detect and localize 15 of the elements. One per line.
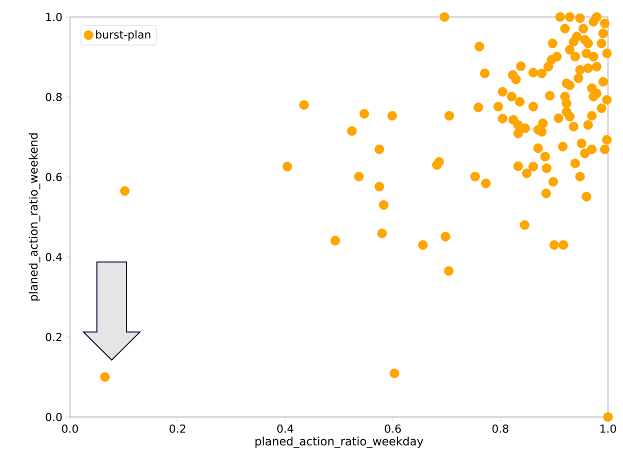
x-tick-label: 0.6 <box>384 424 401 433</box>
x-axis-title: planed_action_ratio_weekday <box>255 436 424 448</box>
y-tick-label: 0.2 <box>46 332 62 342</box>
x-tick-label: 0.8 <box>492 424 508 433</box>
x-tick-label: 0.2 <box>170 424 186 433</box>
y-tick-label: 0.8 <box>46 92 62 102</box>
legend-label: burst-plan <box>96 30 150 41</box>
y-tick-label: 1.0 <box>46 12 62 22</box>
y-tick-label: 0.4 <box>46 252 62 262</box>
x-tick-label: 0.4 <box>277 424 294 433</box>
y-tick-label: 0.6 <box>46 172 62 182</box>
y-tick-label: 0.0 <box>46 412 62 422</box>
y-axis-title: planed_action_ratio_weekend <box>28 133 40 301</box>
x-tick-label: 1.0 <box>600 424 616 433</box>
x-tick-label: 0.0 <box>62 424 78 433</box>
